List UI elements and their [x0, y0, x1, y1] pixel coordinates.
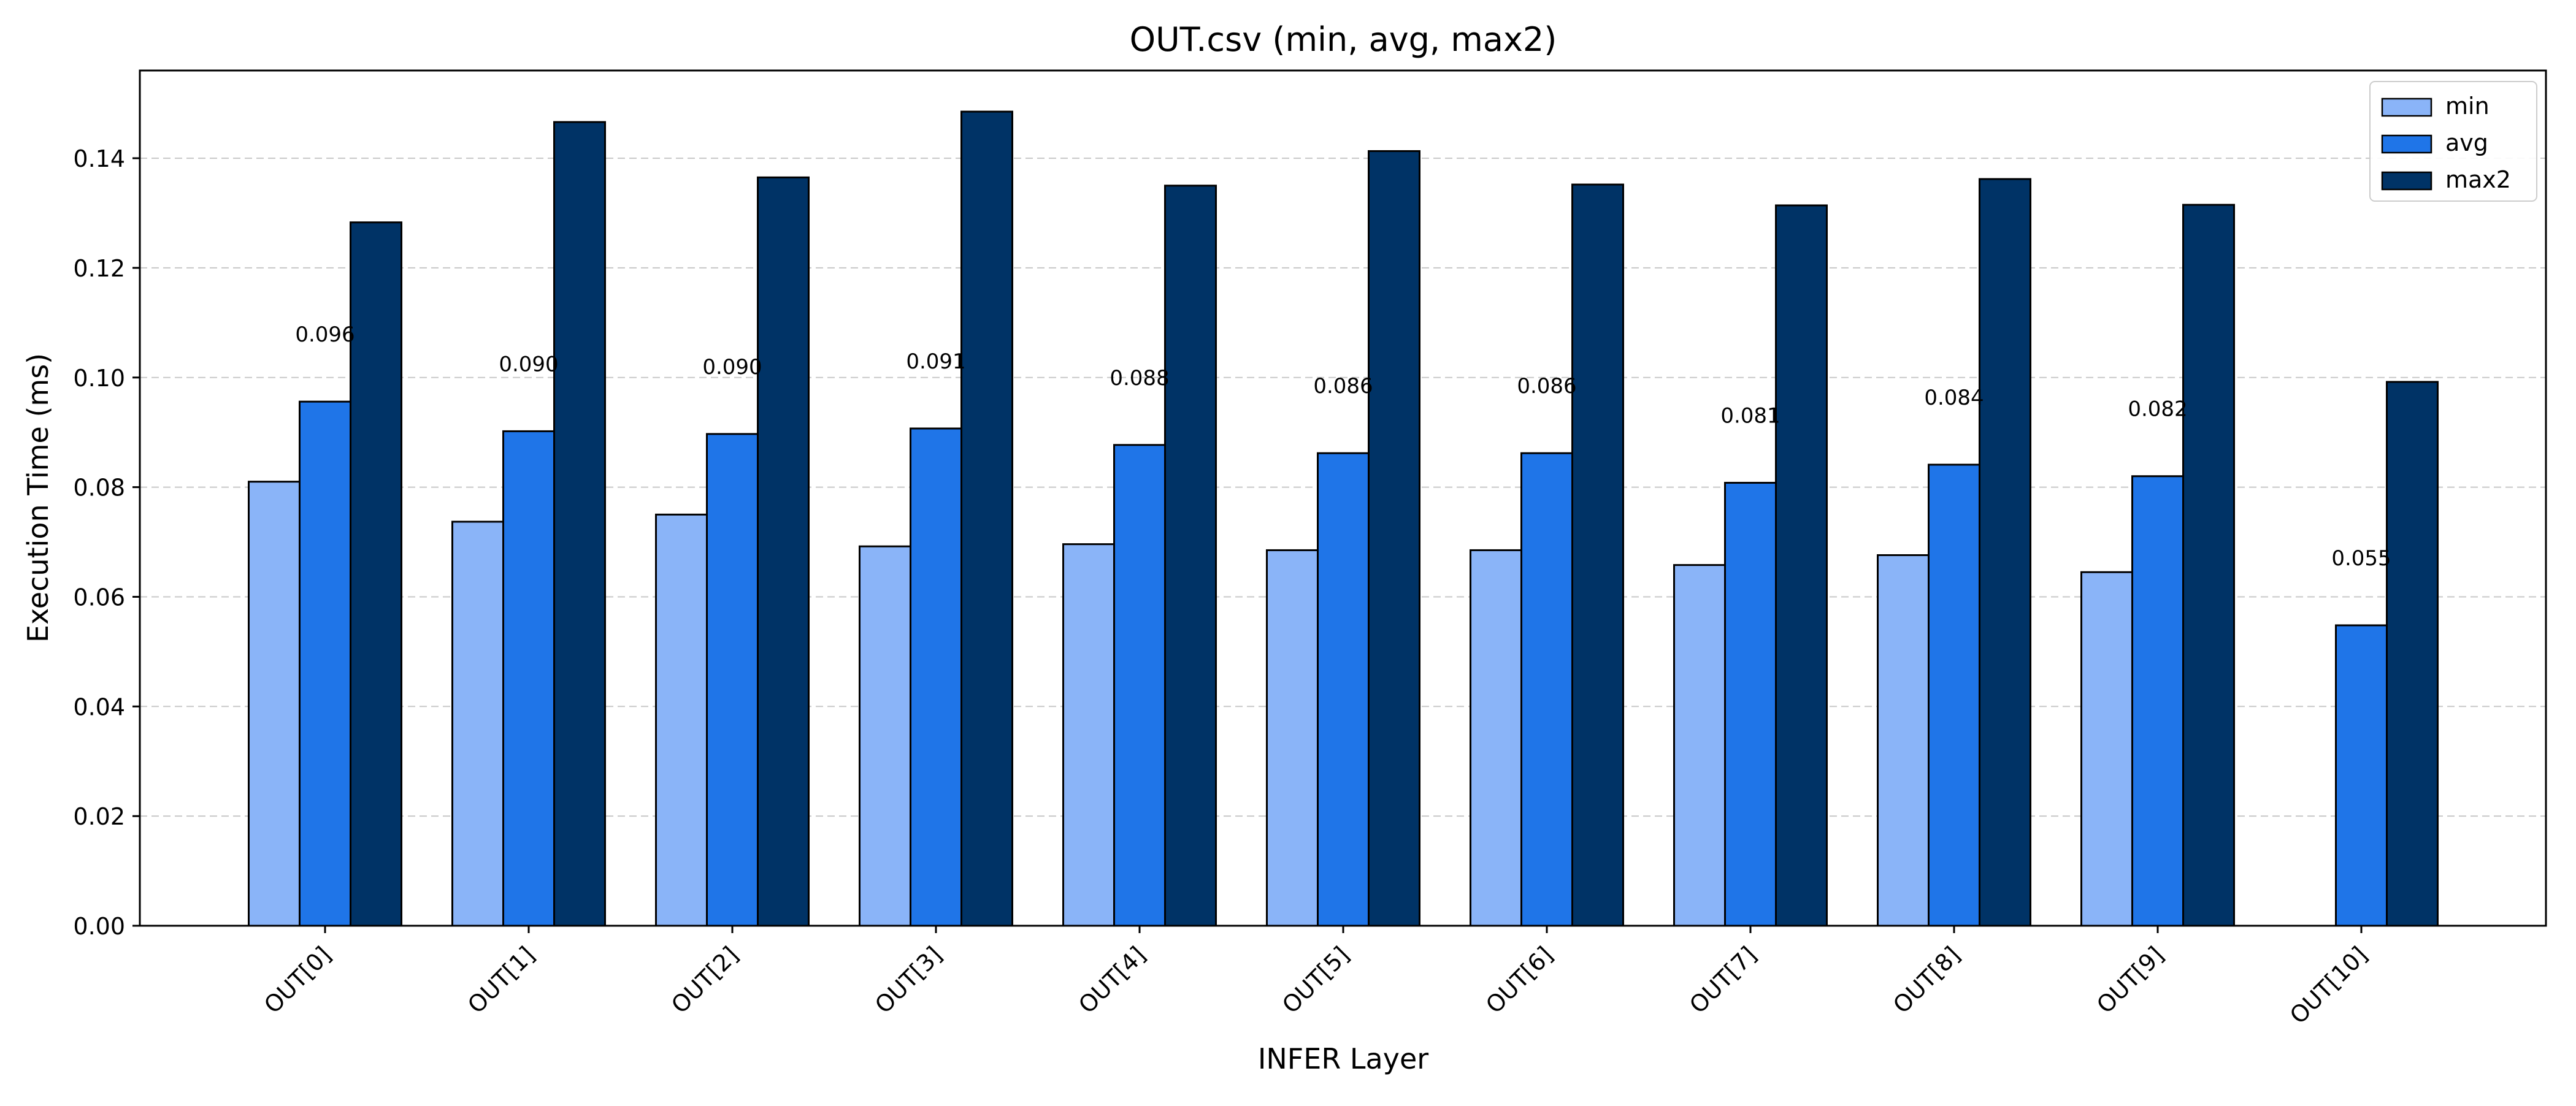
- legend-swatch-avg: [2381, 134, 2432, 154]
- x-tick-label: OUT[4]: [1073, 941, 1151, 1018]
- x-tick-label: OUT[7]: [1684, 941, 1761, 1018]
- legend-swatch-min: [2381, 97, 2432, 117]
- bar-min-3: [859, 545, 911, 927]
- y-tick-label: 0.10: [73, 365, 125, 392]
- bar-max2-10: [2386, 381, 2439, 927]
- data-label: 0.090: [499, 352, 558, 376]
- bar-min-5: [1266, 549, 1319, 927]
- bar-max2-8: [1979, 178, 2031, 927]
- y-tick-label: 0.12: [73, 255, 125, 282]
- data-label: 0.086: [1313, 374, 1373, 399]
- y-tick-label: 0.02: [73, 803, 125, 830]
- bars: [248, 110, 2439, 927]
- x-axis-label: INFER Layer: [1258, 1042, 1428, 1075]
- bar-min-6: [1470, 549, 1522, 927]
- bar-max2-7: [1775, 204, 1828, 927]
- x-tick-label: OUT[6]: [1481, 941, 1558, 1018]
- bar-avg-4: [1113, 444, 1166, 927]
- x-tick-label: OUT[1]: [462, 941, 540, 1018]
- plot-area-frame: [139, 69, 2547, 927]
- bar-avg-0: [299, 400, 351, 927]
- x-tick-label: OUT[3]: [870, 941, 947, 1018]
- bar-avg-2: [706, 433, 759, 927]
- bar-min-2: [655, 513, 708, 927]
- bar-min-7: [1673, 564, 1726, 927]
- bar-min-4: [1062, 543, 1115, 927]
- data-label: 0.082: [2128, 397, 2187, 422]
- y-tick-label: 0.04: [73, 693, 125, 720]
- bar-min-1: [451, 521, 504, 927]
- data-label: 0.091: [906, 349, 965, 374]
- y-axis-label: Execution Time (ms): [21, 353, 55, 643]
- bar-min-8: [1877, 554, 1930, 927]
- bar-avg-7: [1724, 481, 1777, 927]
- data-label: 0.084: [1924, 386, 1984, 410]
- x-axis-ticks: OUT[0] OUT[1] OUT[2] OUT[3] OUT[4] OUT[5] OUT[…: [259, 926, 2372, 1029]
- y-tick-label: 0.00: [73, 913, 125, 940]
- x-tick-label: OUT[0]: [259, 941, 336, 1018]
- legend-label-min: min: [2445, 93, 2490, 120]
- y-axis-ticks: 0.00 0.02 0.04 0.06 0.08 0.10 0.12 0.14: [73, 145, 140, 940]
- bar-min-9: [2080, 571, 2133, 927]
- bar-avg-10: [2335, 624, 2388, 927]
- bar-avg-9: [2131, 475, 2184, 927]
- bar-min-0: [248, 481, 301, 927]
- bar-max2-6: [1571, 183, 1624, 927]
- bar-max2-5: [1368, 150, 1420, 927]
- bar-max2-3: [960, 110, 1013, 927]
- y-tick-label: 0.06: [73, 584, 125, 611]
- legend: min avg max2: [2369, 81, 2537, 202]
- bar-avg-8: [1928, 463, 1980, 927]
- data-label: 0.055: [2331, 546, 2391, 571]
- bar-max2-0: [350, 221, 402, 927]
- legend-label-avg: avg: [2445, 129, 2488, 156]
- x-tick-label: OUT[2]: [666, 941, 743, 1018]
- legend-swatch-max2: [2381, 171, 2432, 191]
- data-labels: 0.096 0.090 0.090 0.091 0.088 0.086 0.086 0.081…: [295, 322, 2391, 571]
- y-tick-label: 0.14: [73, 145, 125, 172]
- bar-max2-4: [1164, 185, 1217, 927]
- x-tick-label: OUT[5]: [1277, 941, 1354, 1018]
- data-label: 0.090: [702, 355, 762, 379]
- bar-avg-1: [502, 430, 555, 927]
- bar-avg-6: [1520, 452, 1573, 927]
- bar-max2-9: [2182, 204, 2235, 927]
- data-label: 0.086: [1517, 374, 1576, 399]
- x-tick-label: OUT[10]: [2285, 941, 2373, 1029]
- data-label: 0.096: [295, 322, 355, 347]
- bar-max2-2: [757, 176, 810, 927]
- chart-title: OUT.csv (min, avg, max2): [1130, 20, 1557, 59]
- bar-avg-5: [1317, 452, 1370, 927]
- x-tick-label: OUT[8]: [1888, 941, 1965, 1018]
- x-tick-label: OUT[9]: [2091, 941, 2169, 1018]
- y-tick-label: 0.08: [73, 475, 125, 502]
- legend-label-max2: max2: [2445, 166, 2511, 193]
- data-label: 0.081: [1720, 403, 1780, 428]
- data-label: 0.088: [1110, 366, 1169, 391]
- bar-avg-3: [910, 427, 962, 927]
- bar-max2-1: [553, 121, 606, 927]
